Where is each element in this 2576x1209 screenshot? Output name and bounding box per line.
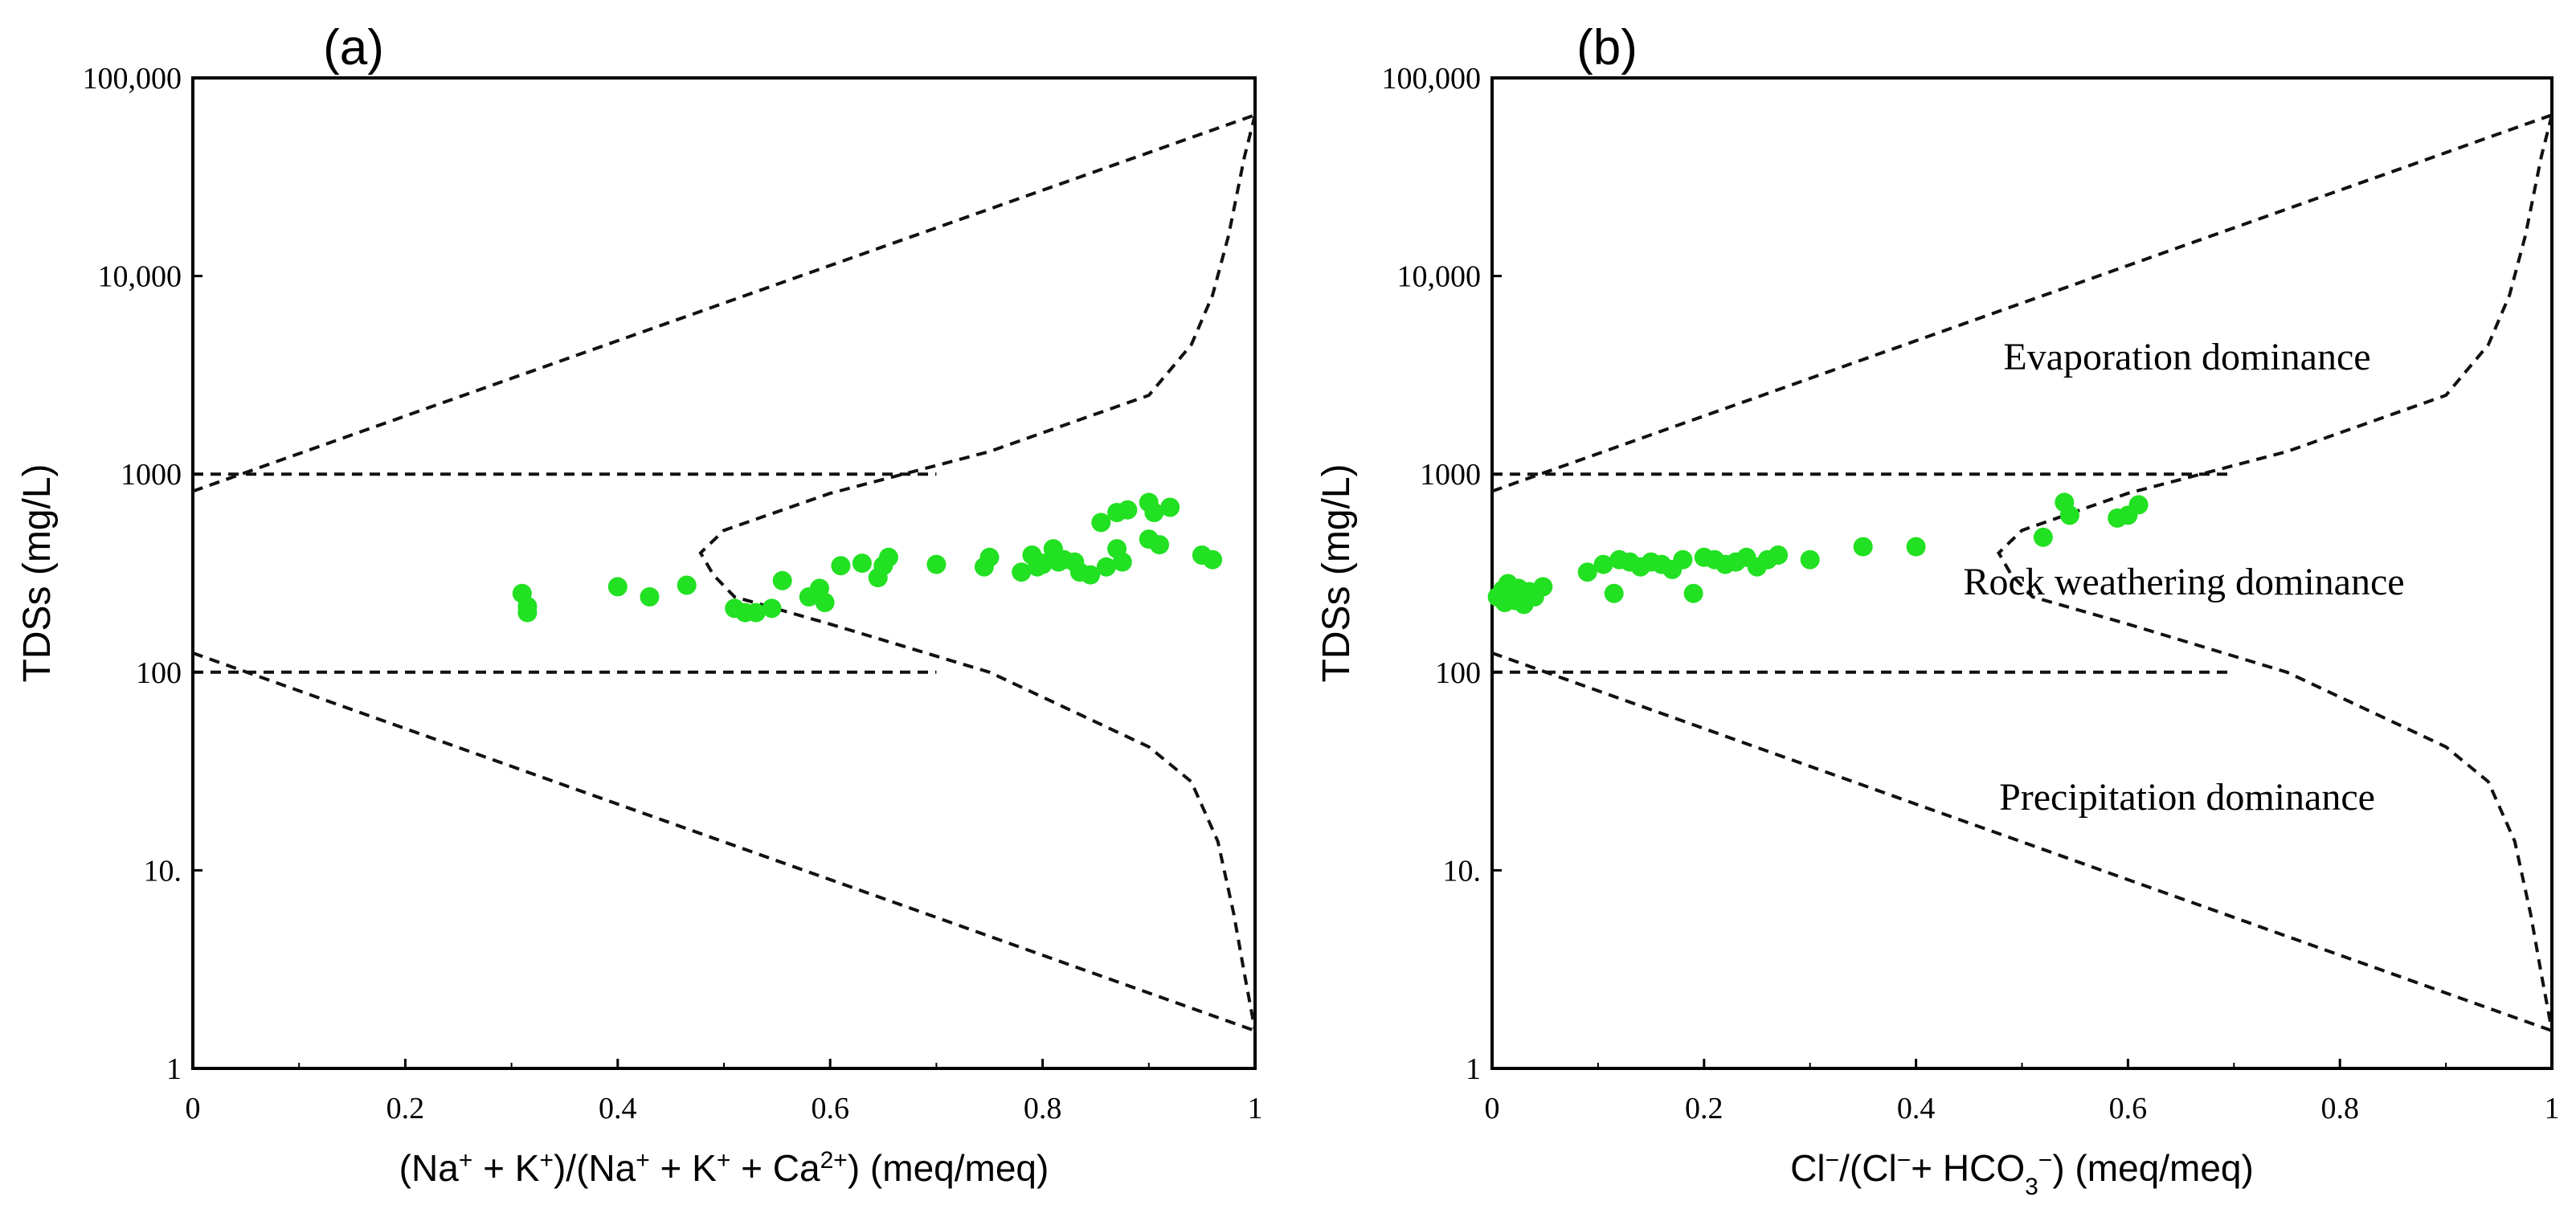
data-point bbox=[2128, 495, 2149, 515]
x-tick-label: 1 bbox=[2545, 1092, 2560, 1125]
y-tick-label: 1000 bbox=[1420, 458, 1481, 492]
x-axis-label-part: + HCO bbox=[1911, 1147, 2025, 1189]
x-tick-label: 0 bbox=[1485, 1092, 1500, 1125]
data-point bbox=[1577, 562, 1597, 582]
x-axis-label-part: )/(Na bbox=[554, 1147, 636, 1189]
x-tick-label: 0.8 bbox=[1024, 1092, 1062, 1125]
data-point bbox=[607, 577, 628, 597]
data-point bbox=[1533, 577, 1553, 597]
data-point bbox=[677, 575, 697, 595]
x-tick-label: 0.4 bbox=[1897, 1092, 1936, 1125]
x-tick-label: 1 bbox=[1248, 1092, 1263, 1125]
y-tick-label: 10. bbox=[1443, 854, 1482, 888]
x-axis-label-part: + K bbox=[650, 1147, 717, 1189]
data-point bbox=[852, 553, 872, 574]
x-axis-label-part: − bbox=[2038, 1147, 2053, 1174]
y-axis-label: TDSs (mg/L) bbox=[16, 464, 59, 682]
y-tick-label: 1 bbox=[166, 1052, 182, 1086]
x-tick-label: 0.2 bbox=[1685, 1092, 1723, 1125]
data-point bbox=[878, 547, 898, 567]
x-tick-label: 0.6 bbox=[811, 1092, 849, 1125]
data-point bbox=[1160, 497, 1180, 517]
x-axis-label-part: + bbox=[636, 1147, 650, 1174]
data-point bbox=[1012, 562, 1032, 582]
data-point bbox=[517, 602, 538, 623]
x-axis-label-part: /(Cl bbox=[1839, 1147, 1897, 1189]
region-annotation: Evaporation dominance bbox=[2003, 336, 2370, 378]
boundary-curve-0 bbox=[1491, 113, 2553, 493]
data-point bbox=[1800, 549, 1820, 570]
data-point bbox=[979, 547, 1000, 567]
x-axis-label-part: + Ca bbox=[730, 1147, 820, 1189]
region-annotation: Rock weathering dominance bbox=[1963, 561, 2404, 603]
boundary-curve-4 bbox=[698, 114, 1257, 1031]
x-axis-label-part: ) (meq/meq) bbox=[2052, 1147, 2253, 1189]
data-point bbox=[1144, 503, 1164, 522]
data-point bbox=[1673, 549, 1693, 570]
x-axis-label-part: + bbox=[459, 1147, 473, 1174]
boundary-curve-1 bbox=[192, 651, 1256, 1032]
data-point bbox=[1203, 549, 1223, 570]
y-tick-label: 10. bbox=[144, 854, 182, 888]
data-point bbox=[1906, 537, 1926, 557]
x-tick-label: 0.6 bbox=[2109, 1092, 2148, 1125]
y-tick-label: 10,000 bbox=[98, 260, 182, 294]
x-axis-label-part: + bbox=[717, 1147, 731, 1174]
x-tick-label: 0.4 bbox=[599, 1092, 637, 1125]
data-point bbox=[1096, 557, 1116, 577]
data-point bbox=[1150, 535, 1169, 555]
x-axis-label-part: − bbox=[1897, 1147, 1912, 1174]
x-axis-label-part: (Na bbox=[399, 1147, 460, 1189]
region-annotation: Precipitation dominance bbox=[1999, 776, 2375, 819]
x-axis-label-part: Cl bbox=[1790, 1147, 1825, 1189]
x-axis-label-part: ) (meq/meq) bbox=[848, 1147, 1049, 1189]
x-axis-label-part: + K bbox=[472, 1147, 539, 1189]
y-tick-label: 1000 bbox=[121, 458, 182, 492]
data-point bbox=[1032, 553, 1053, 574]
y-tick-label: 100,000 bbox=[1382, 62, 1482, 96]
y-tick-label: 10,000 bbox=[1397, 260, 1482, 294]
data-point bbox=[640, 587, 660, 607]
data-point bbox=[1853, 537, 1873, 557]
data-point bbox=[1118, 500, 1138, 520]
data-point bbox=[1081, 565, 1101, 585]
data-point bbox=[831, 556, 851, 576]
boundary-curve-1 bbox=[1491, 651, 2553, 1032]
data-point bbox=[2059, 505, 2079, 525]
panel-label: (b) bbox=[1576, 20, 1638, 76]
data-point bbox=[1091, 513, 1111, 533]
y-tick-label: 100 bbox=[136, 656, 182, 690]
x-axis-label-part: + bbox=[539, 1147, 554, 1174]
boundary-curve-4 bbox=[1996, 114, 2554, 1031]
x-tick-label: 0 bbox=[186, 1092, 201, 1125]
data-point bbox=[2033, 527, 2053, 547]
panel-b: 0 0.2 0.4 0.6 0.8 1 1 10. 100 1000 10,000 100,000 TD… bbox=[1315, 20, 2560, 1200]
y-tick-label: 100 bbox=[1435, 656, 1481, 690]
x-tick-label: 0.2 bbox=[386, 1092, 425, 1125]
x-axis-label-part: 2+ bbox=[820, 1147, 848, 1174]
y-tick-label: 100,000 bbox=[83, 62, 182, 96]
panel-label: (a) bbox=[323, 20, 384, 76]
y-tick-label: 1 bbox=[1466, 1052, 1481, 1086]
data-point bbox=[815, 593, 835, 612]
data-point bbox=[772, 570, 792, 590]
x-tick-label: 0.8 bbox=[2320, 1092, 2359, 1125]
data-point bbox=[926, 554, 947, 574]
data-point bbox=[746, 602, 766, 623]
data-point bbox=[1683, 583, 1703, 603]
y-axis-label: TDSs (mg/L) bbox=[1315, 464, 1358, 682]
data-point bbox=[1112, 552, 1132, 572]
data-point bbox=[1593, 554, 1613, 574]
data-point bbox=[762, 598, 782, 619]
data-point bbox=[1604, 583, 1624, 603]
panel-a: 0 0.2 0.4 0.6 0.8 1 1 10. 100 1000 10,000 100,000 TD… bbox=[16, 20, 1263, 1189]
boundary-curve-0 bbox=[192, 113, 1256, 493]
data-point bbox=[1768, 545, 1789, 565]
x-axis-label: Cl−/(Cl−+ HCO3−) (meq/meq) bbox=[1790, 1147, 2254, 1200]
x-axis-label-part: 3 bbox=[2025, 1174, 2038, 1200]
x-axis-label-part: − bbox=[1826, 1147, 1840, 1174]
x-axis-label: (Na+ + K+)/(Na+ + K+ + Ca2+) (meq/meq) bbox=[399, 1147, 1049, 1190]
